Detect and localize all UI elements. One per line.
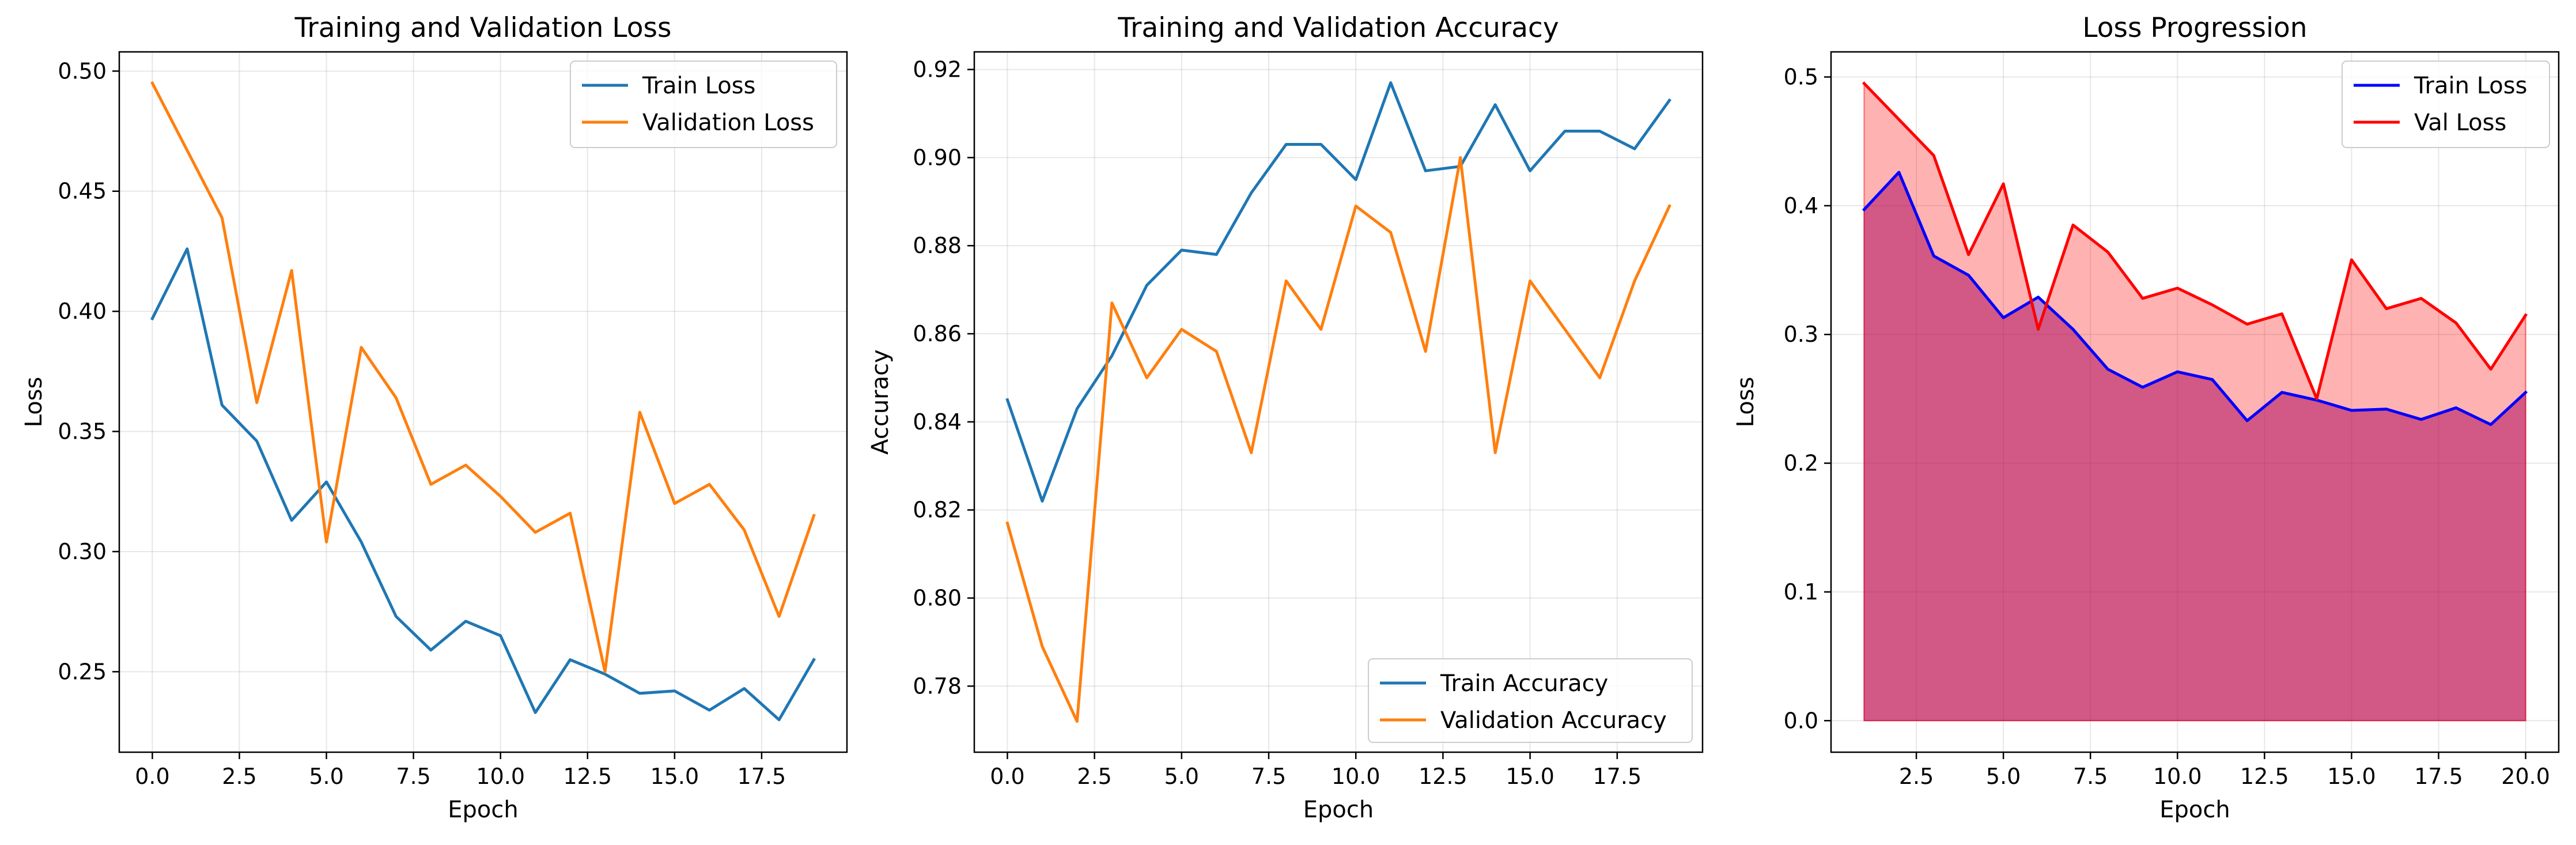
series-line-1: [1862, 171, 2528, 427]
y-tick-label: 0.50: [58, 58, 107, 84]
x-tick-label: 15.0: [650, 764, 699, 789]
x-tick-label: 10.0: [1331, 764, 1380, 789]
y-axis-label: Loss: [21, 377, 47, 428]
x-tick-label: 15.0: [1505, 764, 1554, 789]
y-tick-label: 0.84: [913, 409, 962, 435]
x-axis-label: Epoch: [448, 797, 518, 823]
y-tick-label: 0.45: [58, 179, 107, 204]
x-tick-label: 15.0: [2327, 764, 2376, 789]
y-tick-label: 0.86: [913, 321, 962, 346]
x-tick-label: 7.5: [2073, 764, 2108, 789]
x-tick-label: 7.5: [396, 764, 430, 789]
axes-frame: [1830, 51, 2560, 753]
y-tick-label: 0.2: [1784, 451, 1818, 476]
chart-title: Training and Validation Accuracy: [1117, 12, 1559, 44]
chart-panel-3: 2.5 5.0 7.5 10.0 12.5 15.0 17.5 20.0 0.0 0.1 0.2 0.…: [1733, 12, 2560, 823]
x-tick-label: 10.0: [2153, 764, 2202, 789]
legend-label: Val Loss: [2414, 110, 2506, 136]
x-tick-label: 0.0: [135, 764, 169, 789]
legend-box: [570, 61, 837, 148]
legend-label: Train Loss: [2414, 73, 2527, 99]
x-tick-label: 12.5: [2240, 764, 2289, 789]
series-line-2: [1862, 81, 2528, 401]
y-tick-label: 0.35: [58, 419, 107, 444]
y-axis-label: Accuracy: [867, 349, 894, 455]
x-tick-label: 2.5: [222, 764, 256, 789]
series-line-1: [150, 247, 816, 722]
legend-label: Validation Loss: [642, 110, 814, 136]
legend-label: Train Accuracy: [1440, 670, 1608, 697]
x-tick-label: 2.5: [1899, 764, 1934, 789]
y-tick-label: 0.3: [1784, 322, 1818, 347]
chart-panel-2: 0.0 2.5 5.0 7.5 10.0 12.5 15.0 17.5 0.78 0.80 0.82…: [867, 12, 1704, 823]
x-axis-label: Epoch: [1303, 797, 1374, 823]
legend: Train Accuracy Validation Accuracy: [1368, 658, 1693, 743]
series-line-2: [1005, 156, 1671, 723]
area-fill-2: [1863, 82, 2526, 722]
y-tick-label: 0.82: [913, 497, 962, 523]
x-tick-label: 20.0: [2501, 764, 2550, 789]
y-axis-label: Loss: [1733, 377, 1759, 428]
y-tick-label: 0.40: [58, 299, 107, 324]
y-tick-label: 0.5: [1784, 65, 1818, 90]
y-tick-label: 0.4: [1784, 193, 1818, 218]
chart-title: Loss Progression: [2082, 12, 2307, 44]
x-tick-label: 5.0: [1986, 764, 2021, 789]
legend-label: Validation Accuracy: [1440, 707, 1667, 734]
legend-box: [2342, 61, 2550, 148]
x-axis-label: Epoch: [2159, 797, 2230, 823]
x-tick-label: 10.0: [476, 764, 525, 789]
axes-frame: [118, 51, 848, 753]
axes-frame: [973, 51, 1704, 753]
x-tick-label: 17.5: [737, 764, 786, 789]
y-tick-label: 0.78: [913, 673, 962, 699]
x-tick-label: 5.0: [309, 764, 343, 789]
series-line-2: [150, 81, 816, 673]
grid: [119, 52, 847, 752]
chart-title: Training and Validation Loss: [294, 12, 672, 44]
y-tick-label: 0.80: [913, 586, 962, 611]
x-tick-label: 12.5: [563, 764, 612, 789]
y-tick-label: 0.30: [58, 539, 107, 564]
legend-box: [1368, 658, 1693, 743]
legend-label: Train Loss: [642, 73, 755, 99]
x-tick-label: 17.5: [1593, 764, 1642, 789]
legend: Train Loss Val Loss: [2342, 61, 2550, 148]
x-tick-label: 17.5: [2414, 764, 2463, 789]
chart-panel-1: 0.0 2.5 5.0 7.5 10.0 12.5 15.0 17.5 0.25 0.30 0.35…: [21, 12, 848, 823]
x-tick-label: 5.0: [1164, 764, 1199, 789]
series-line-1: [1005, 81, 1672, 503]
x-tick-label: 12.5: [1418, 764, 1467, 789]
y-tick-label: 0.0: [1784, 708, 1818, 733]
legend: Train Loss Validation Loss: [570, 61, 837, 148]
x-tick-label: 2.5: [1077, 764, 1111, 789]
y-tick-label: 0.25: [58, 659, 107, 684]
y-tick-label: 0.90: [913, 145, 962, 170]
x-tick-label: 0.0: [990, 764, 1024, 789]
y-tick-label: 0.1: [1784, 579, 1818, 605]
y-tick-label: 0.88: [913, 233, 962, 258]
y-tick-label: 0.92: [913, 57, 962, 82]
x-tick-label: 7.5: [1251, 764, 1286, 789]
